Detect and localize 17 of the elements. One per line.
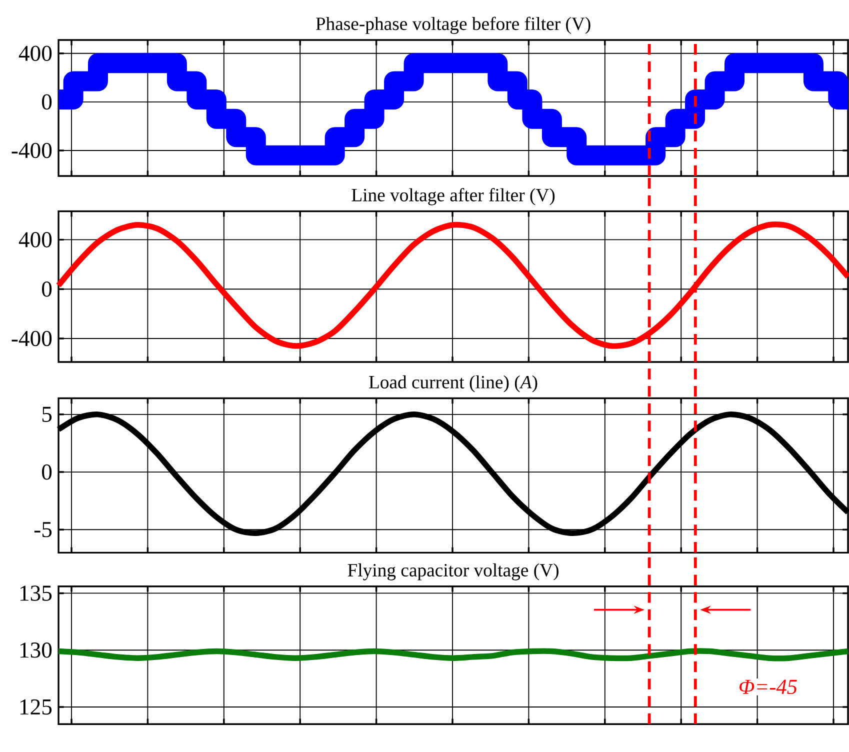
chart-title: Line voltage after filter (V)	[352, 188, 555, 206]
y-tick-label: 400	[18, 232, 52, 248]
y-tick-label: 130	[20, 642, 52, 658]
y-tick-label: 0	[42, 464, 52, 480]
y-tick-label: 0	[42, 94, 52, 110]
annotation: Φ=-45	[740, 680, 797, 694]
y-tick-label: 0	[42, 281, 52, 297]
y-tick-label: 400	[18, 46, 52, 62]
y-tick-label: -5	[34, 522, 52, 538]
y-tick-label: -400	[12, 330, 52, 346]
chart-title: Load current (line) (A)	[369, 375, 538, 392]
y-tick-label: 5	[42, 406, 52, 422]
y-tick-label: 125	[20, 699, 52, 715]
y-tick-label: -400	[12, 142, 52, 158]
chart-title: Flying capacitor voltage (V)	[348, 563, 558, 580]
chart-title: Phase-phase voltage before filter (V)	[316, 16, 590, 34]
y-tick-label: 135	[20, 586, 52, 601]
